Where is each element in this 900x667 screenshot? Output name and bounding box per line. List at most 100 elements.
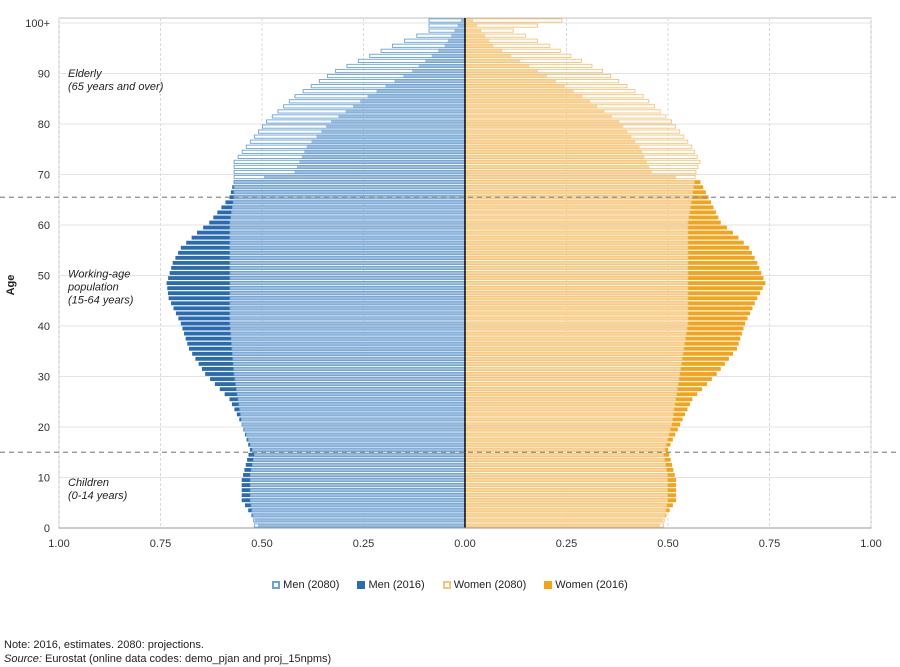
bar <box>465 301 689 306</box>
bar <box>236 387 465 392</box>
bar <box>229 250 465 255</box>
bar <box>465 356 683 361</box>
bar <box>232 351 465 356</box>
bar <box>233 169 465 175</box>
bar <box>465 63 593 69</box>
bar <box>465 265 689 271</box>
bar <box>465 397 677 402</box>
bar <box>465 371 681 377</box>
bar <box>233 190 465 195</box>
y-tick-label: 80 <box>38 119 50 131</box>
bar <box>465 84 628 89</box>
bar <box>465 366 681 372</box>
bar <box>465 311 689 316</box>
x-tick-label: 0.75 <box>759 538 780 550</box>
bar <box>465 119 673 124</box>
bar <box>241 149 465 154</box>
bar <box>257 129 465 134</box>
bar <box>465 205 691 210</box>
annotation-text: (15-64 years) <box>68 295 134 307</box>
bar <box>249 483 465 488</box>
bar <box>251 508 465 513</box>
legend-label: Men (2016) <box>368 579 425 591</box>
bar <box>271 114 465 119</box>
bar <box>465 412 674 417</box>
bar <box>229 240 465 245</box>
y-tick-label: 100+ <box>25 18 50 30</box>
bar <box>233 371 465 377</box>
bar <box>465 417 673 422</box>
bar <box>428 18 465 23</box>
bar <box>253 452 465 457</box>
bar <box>465 58 582 63</box>
bar <box>465 114 667 119</box>
bar <box>369 53 465 58</box>
bar <box>283 104 465 109</box>
bar <box>465 316 689 321</box>
bar <box>229 245 465 250</box>
y-tick-label: 90 <box>38 69 50 81</box>
legend-swatch <box>357 581 366 589</box>
bar <box>232 361 465 366</box>
bars <box>166 18 766 528</box>
y-tick-label: 20 <box>38 422 50 434</box>
bar <box>233 174 465 180</box>
bar <box>250 467 465 473</box>
source-label: Source: <box>4 653 42 665</box>
bar <box>465 230 689 235</box>
bar <box>465 432 670 437</box>
bar <box>253 518 465 523</box>
bar <box>235 382 465 387</box>
bar <box>229 296 465 301</box>
annotation-text: Children <box>68 477 109 489</box>
bar <box>231 346 465 351</box>
bar <box>465 457 665 462</box>
bar <box>465 190 694 195</box>
bar <box>465 94 644 99</box>
bar <box>233 366 465 372</box>
x-tick-label: 0.75 <box>150 538 171 550</box>
bar <box>229 225 465 230</box>
bar <box>249 442 465 447</box>
bar <box>251 462 465 467</box>
bar <box>229 220 465 225</box>
bar <box>233 185 465 190</box>
bar <box>465 53 572 58</box>
bar <box>465 225 689 230</box>
bar <box>465 18 563 23</box>
bar <box>229 255 465 260</box>
bar <box>465 215 690 220</box>
bar <box>229 306 465 311</box>
bar <box>465 437 668 442</box>
bar <box>465 149 696 154</box>
bar <box>229 316 465 321</box>
bar <box>465 109 661 114</box>
bar <box>465 498 668 503</box>
legend-label: Women (2080) <box>453 579 527 591</box>
y-tick-label: 40 <box>38 321 50 333</box>
bar <box>465 442 667 447</box>
legend-swatch <box>544 581 553 589</box>
annotation-text: Elderly <box>68 68 103 80</box>
bar <box>404 38 465 43</box>
bar <box>247 437 465 442</box>
bar <box>465 270 689 276</box>
bar <box>234 376 465 382</box>
bar <box>288 99 465 104</box>
bar <box>310 84 465 89</box>
bar <box>241 422 465 427</box>
bar <box>465 210 690 215</box>
x-tick-label: 0.25 <box>353 538 374 550</box>
bar <box>229 321 465 326</box>
bar <box>229 291 465 296</box>
bar <box>240 417 465 422</box>
x-tick-label: 0.25 <box>556 538 577 550</box>
bar <box>465 331 687 336</box>
bar <box>250 503 465 508</box>
bar <box>465 48 561 53</box>
y-tick-label: 50 <box>38 271 50 283</box>
y-axis-label: Age <box>5 275 17 296</box>
bar <box>237 397 465 402</box>
legend-swatch <box>442 581 451 589</box>
annotations: Elderly(65 years and over) Working-agepop… <box>67 68 164 502</box>
